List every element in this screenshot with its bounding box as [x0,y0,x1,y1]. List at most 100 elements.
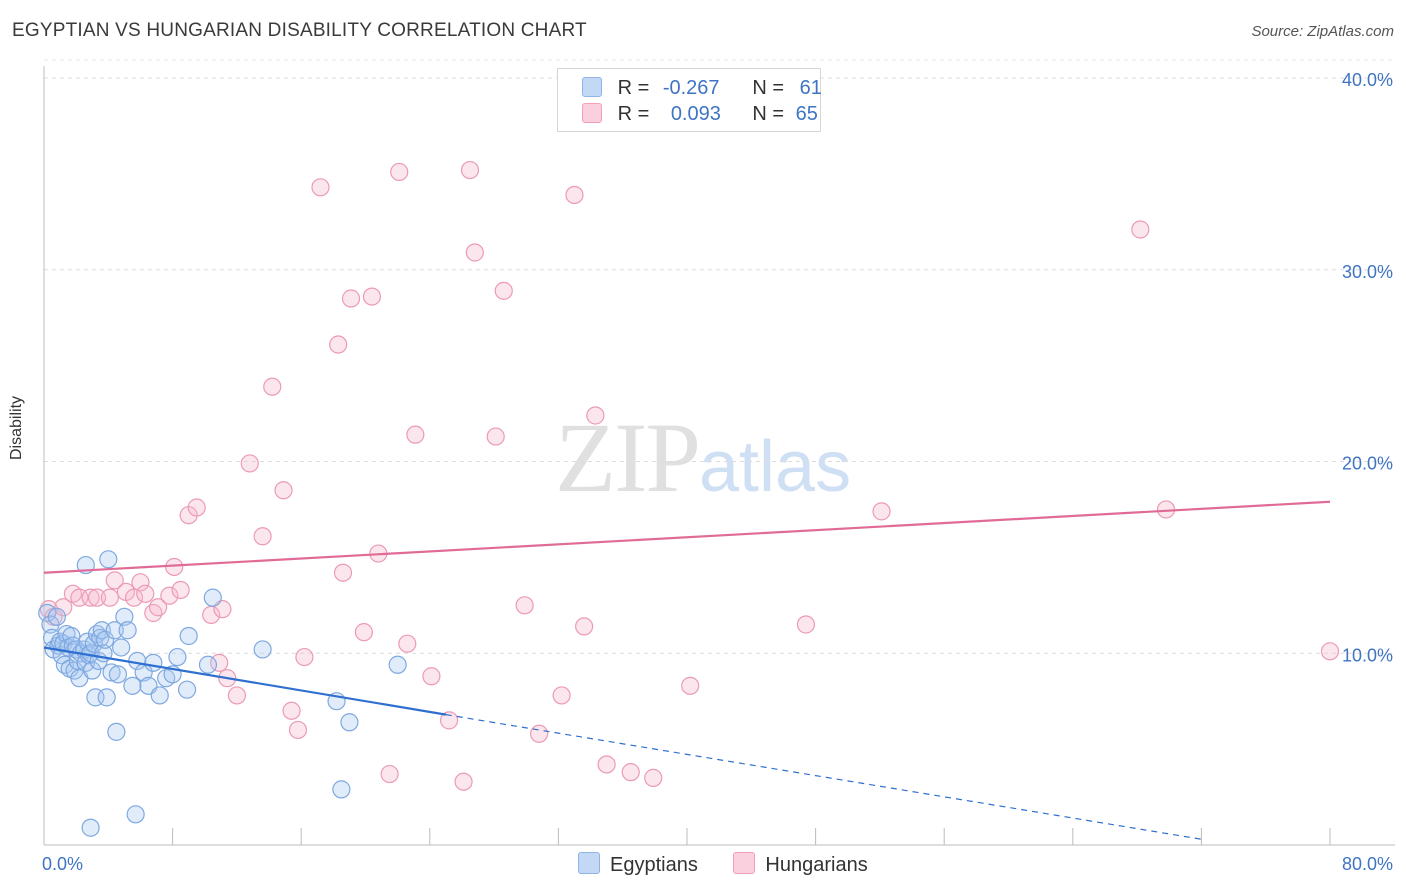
watermark-atlas: atlas [699,427,852,507]
egyptian-point [102,663,121,682]
hungarian-point [282,701,301,720]
legend-row-egyptians: R = -0.267 N = 61 [582,77,822,101]
legend-swatch-hungarians [582,103,602,123]
legend-r-value: 0.093 [670,103,721,125]
legend-row-hungarians: R = 0.093 N = 65 [582,103,818,127]
egyptian-point [105,621,124,640]
watermark-zip: ZIP [555,402,701,513]
x-tick-label: 80.0% [1342,854,1393,874]
legend-item-egyptians: Egyptians [578,852,698,877]
egyptian-point [332,780,351,799]
hungarian-point [274,481,293,500]
hungarian-point [460,160,480,180]
hungarian-point [494,281,513,300]
hungarian-point [227,686,246,705]
hungarian-point [362,287,382,306]
watermark: ZIPatlas [555,400,851,515]
y-tick-label: 30.0% [1342,262,1393,282]
legend-item-hungarians: Hungarians [733,852,868,877]
egyptian-point [92,621,111,640]
hungarian-point [149,598,168,617]
hungarian-point [160,586,179,605]
hungarian-point [144,603,163,623]
hungarian-point [565,185,584,205]
hungarian-point [210,653,229,672]
y-tick-label: 40.0% [1342,70,1393,90]
hungarian-point [586,406,605,425]
hungarian-point [439,711,459,730]
hungarian-point [380,764,399,784]
hungarian-point [171,580,190,600]
hungarian-point [515,596,534,615]
legend-n-label: N = [752,103,785,125]
legend-n-value: 65 [795,103,818,125]
hungarian-point [124,588,144,607]
hungarian-point [552,686,571,705]
legend-r-label: R = [617,77,650,99]
series-legend: Egyptians Hungarians [578,852,898,877]
hungarian-point [311,178,330,197]
hungarian-point [329,335,348,354]
legend-label-hungarians: Hungarians [765,854,868,876]
egyptian-point [118,621,137,640]
egyptian-point [168,647,187,667]
hungarian-point [87,588,107,607]
egyptian-point [47,607,66,626]
hungarian-point [796,615,816,634]
hungarian-point [136,584,155,603]
egyptians-trend-line [43,646,447,716]
legend-n-value: 61 [799,77,822,99]
egyptian-point [179,626,198,646]
egyptian-point [198,655,218,674]
egyptian-point [38,603,57,623]
y-tick-label: 20.0% [1342,454,1393,474]
legend-r-value: -0.267 [662,77,720,99]
hungarian-point [240,454,259,473]
chart-title: EGYPTIAN VS HUNGARIAN DISABILITY CORRELA… [12,20,587,41]
legend-label-egyptians: Egyptians [610,854,698,876]
egyptian-point [253,640,272,659]
egyptian-point [115,607,134,626]
hungarian-point [454,772,473,791]
egyptian-point [144,653,163,672]
egyptian-point [388,655,407,674]
egyptian-point [95,630,115,649]
hungarian-point [295,647,314,667]
hungarian-point [105,571,124,590]
hungarian-point [422,667,441,686]
egyptian-point [112,638,131,657]
legend-swatch-egyptians [578,852,600,874]
egyptian-point [340,713,359,732]
hungarian-point [341,289,361,308]
legend-n-label: N = [752,77,785,99]
stats-legend: R = -0.267 N = 61 R = 0.093 N = 65 [557,68,822,132]
y-tick-label: 10.0% [1342,645,1393,665]
egyptians-trend-extension [445,714,1202,840]
hungarian-point [54,598,73,617]
egyptian-point [123,676,142,695]
egyptian-point [150,686,169,705]
x-tick-label: 0.0% [42,854,83,874]
hungarian-point [333,563,353,582]
hungarians-trend-line [43,500,1331,574]
hungarian-point [354,623,373,642]
chart-source: Source: ZipAtlas.com [1251,23,1394,40]
hungarian-point [597,755,616,774]
hungarian-point [263,377,282,396]
hungarian-point [253,527,272,546]
egyptian-point [99,550,118,569]
hungarian-point [644,768,663,787]
legend-swatch-egyptians [582,77,602,97]
hungarian-point [100,588,120,607]
hungarian-point [530,724,549,743]
hungarian-point [872,502,891,521]
hungarian-point [681,676,700,695]
hungarian-point [406,425,425,444]
hungarian-point [1131,220,1150,239]
egyptian-point [107,722,126,741]
legend-swatch-hungarians [733,852,756,874]
hungarian-point [81,588,100,607]
hungarian-point [486,427,505,446]
egyptian-point [203,588,222,607]
